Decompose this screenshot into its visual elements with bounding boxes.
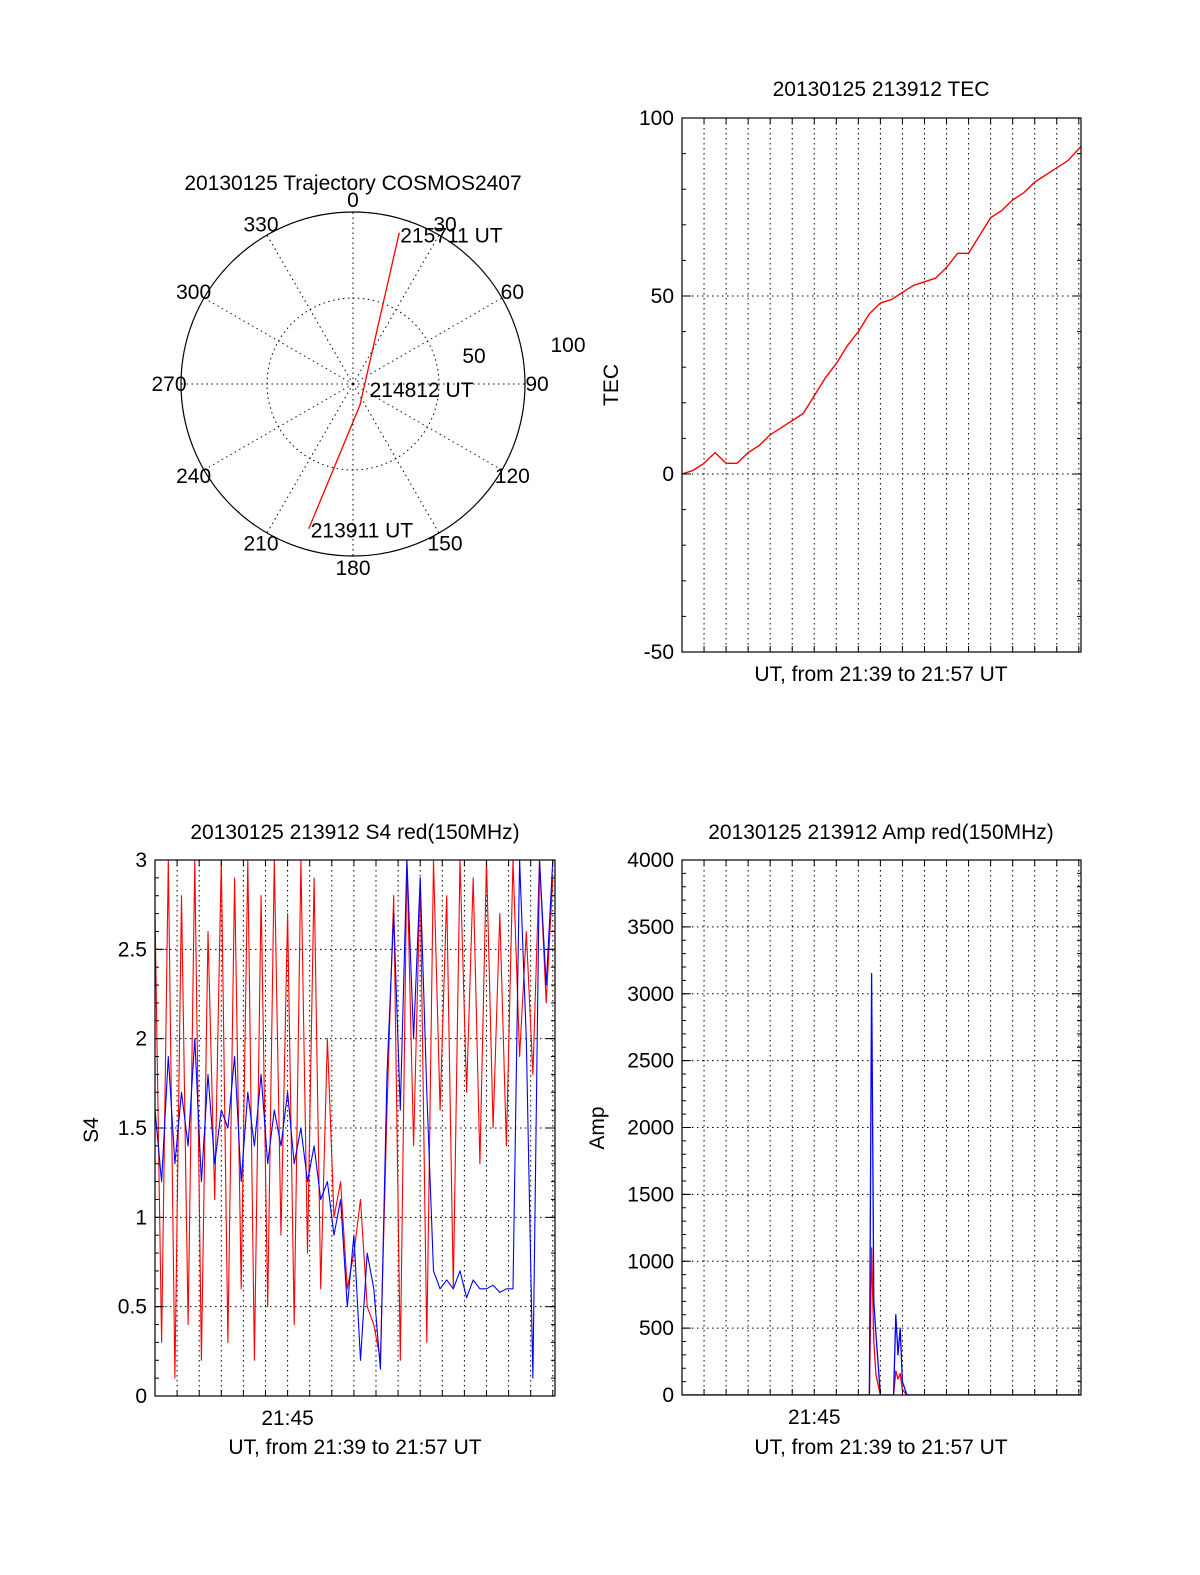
polar-grid bbox=[181, 212, 525, 556]
polar-track bbox=[308, 232, 400, 529]
polar-title: 20130125 Trajectory COSMOS2407 bbox=[184, 172, 521, 195]
s4-ylabel: S4 bbox=[80, 1117, 103, 1143]
amp-series bbox=[682, 973, 1081, 1395]
tec-frame bbox=[681, 117, 1082, 653]
polar-track-line bbox=[308, 232, 400, 529]
polar-angle-label: 0 bbox=[347, 189, 359, 212]
amp-grid bbox=[682, 860, 1081, 1395]
polar-angle-label: 90 bbox=[525, 373, 548, 396]
polar-spoke bbox=[266, 383, 354, 534]
polar-angle-label: 180 bbox=[335, 557, 370, 580]
s4-series bbox=[155, 860, 554, 1379]
y-tick-label: 2 bbox=[135, 1028, 147, 1051]
y-tick-label: 0 bbox=[662, 1384, 674, 1407]
polar-labels: 0 30 60 90 120 150 180 210 240 270 300 330 50 100 bbox=[151, 189, 585, 580]
y-tick-label: 1 bbox=[135, 1206, 147, 1229]
tec-ticks: -50 0 50 100 bbox=[639, 107, 1081, 664]
tec-xlabel: UT, from 21:39 to 21:57 UT bbox=[754, 663, 1007, 686]
y-tick-label: 0 bbox=[135, 1385, 147, 1408]
y-tick-label: 1.5 bbox=[118, 1117, 147, 1140]
tec-ylabel: TEC bbox=[600, 364, 623, 406]
y-tick-label: 1500 bbox=[627, 1183, 674, 1206]
polar-radius-label: 50 bbox=[462, 345, 485, 368]
s4-title: 20130125 213912 S4 red(150MHz) bbox=[190, 821, 519, 844]
amp-ylabel: Amp bbox=[586, 1106, 609, 1149]
polar-spoke bbox=[203, 297, 354, 385]
amp-ticks: 0 500 1000 1500 2000 2500 3000 3500 4000 21:45 bbox=[627, 849, 1081, 1429]
polar-angle-label: 210 bbox=[243, 532, 278, 555]
polar-spoke bbox=[352, 234, 440, 385]
y-tick-label: 2000 bbox=[627, 1117, 674, 1140]
amp-panel: 20130125 213912 Amp red(150MHz) 0 500 1000… bbox=[586, 821, 1082, 1459]
x-tick-label: 21:45 bbox=[788, 1406, 841, 1429]
y-tick-label: 3500 bbox=[627, 916, 674, 939]
polar-angle-label: 330 bbox=[243, 214, 278, 237]
polar-annotations: 215711 UT 214812 UT 213911 UT bbox=[311, 225, 503, 543]
s4-grid bbox=[155, 860, 555, 1396]
polar-angle-label: 270 bbox=[151, 373, 186, 396]
series-line-2 bbox=[682, 973, 1081, 1395]
series-line-2 bbox=[155, 860, 554, 1379]
y-tick-label: -50 bbox=[644, 641, 674, 664]
y-tick-label: 0 bbox=[662, 463, 674, 486]
amp-title: 20130125 213912 Amp red(150MHz) bbox=[708, 821, 1054, 844]
tec-title: 20130125 213912 TEC bbox=[773, 78, 990, 101]
polar-spoke bbox=[203, 383, 354, 471]
polar-angle-label: 60 bbox=[501, 281, 524, 304]
polar-annotation: 215711 UT bbox=[400, 225, 503, 248]
y-tick-label: 3000 bbox=[627, 983, 674, 1006]
polar-angle-label: 240 bbox=[176, 465, 211, 488]
tec-grid bbox=[682, 118, 1081, 652]
tec-panel: 20130125 213912 TEC -50 0 50 100 TEC UT, fr… bbox=[600, 78, 1082, 686]
y-tick-label: 0.5 bbox=[118, 1296, 147, 1319]
polar-outer-ring bbox=[180, 211, 526, 557]
y-tick-label: 500 bbox=[639, 1317, 674, 1340]
y-tick-label: 50 bbox=[651, 285, 674, 308]
y-tick-label: 2.5 bbox=[118, 938, 147, 961]
polar-spoke bbox=[352, 383, 440, 534]
series-line-1 bbox=[155, 860, 554, 1379]
y-tick-label: 1000 bbox=[627, 1250, 674, 1273]
tec-series bbox=[681, 146, 1082, 475]
y-tick-label: 2500 bbox=[627, 1050, 674, 1073]
y-tick-label: 100 bbox=[639, 107, 674, 130]
x-tick-label: 21:45 bbox=[261, 1407, 314, 1430]
polar-angle-label: 30 bbox=[433, 214, 456, 237]
s4-xlabel: UT, from 21:39 to 21:57 UT bbox=[228, 1436, 481, 1459]
polar-annotation: 213911 UT bbox=[311, 520, 414, 543]
polar-angle-label: 300 bbox=[176, 281, 211, 304]
polar-angle-label: 150 bbox=[427, 532, 462, 555]
y-tick-label: 4000 bbox=[627, 849, 674, 872]
polar-spoke bbox=[352, 297, 503, 385]
polar-ring bbox=[266, 297, 440, 471]
amp-xlabel: UT, from 21:39 to 21:57 UT bbox=[754, 1436, 1007, 1459]
polar-trajectory-panel: 20130125 Trajectory COSMOS2407 0 30 60 90 12… bbox=[151, 172, 585, 580]
polar-radius-label: 100 bbox=[550, 334, 585, 357]
s4-panel: 20130125 213912 S4 red(150MHz) 0 0.5 1 1.5 2… bbox=[80, 821, 556, 1459]
series-line-1 bbox=[681, 146, 1082, 475]
polar-spoke bbox=[266, 234, 354, 385]
s4-ticks: 0 0.5 1 1.5 2 2.5 3 21:45 bbox=[118, 849, 555, 1430]
polar-angle-label: 120 bbox=[495, 465, 530, 488]
polar-annotation: 214812 UT bbox=[370, 379, 474, 402]
y-tick-label: 3 bbox=[135, 849, 147, 872]
